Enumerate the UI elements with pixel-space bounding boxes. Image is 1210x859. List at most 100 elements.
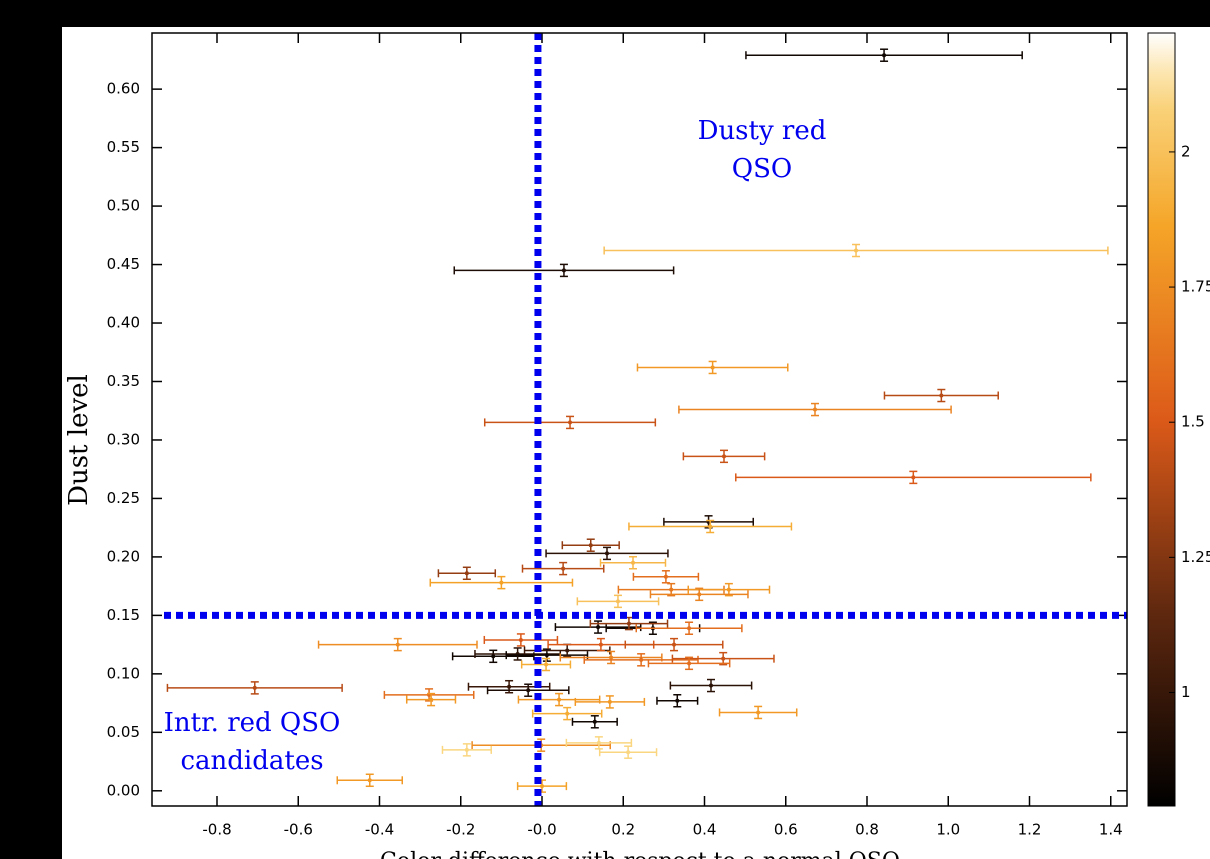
colorbar-tick-label: 2 (1181, 142, 1191, 160)
data-point (576, 594, 660, 609)
marker (464, 571, 469, 576)
y-tick-label: 0.40 (107, 314, 140, 332)
data-point (656, 694, 699, 708)
data-point (317, 637, 478, 652)
marker (596, 625, 601, 630)
data-point (565, 736, 633, 750)
marker (544, 653, 549, 658)
x-tick-label: 0.8 (855, 821, 879, 839)
x-tick-label: -0.0 (527, 821, 556, 839)
x-tick-label: 0.6 (774, 821, 798, 839)
marker (367, 778, 372, 783)
y-axis-label: Dust level (64, 374, 94, 506)
x-tick-label: 1.0 (936, 821, 960, 839)
y-tick-label: 0.45 (107, 255, 140, 273)
y-tick-label: 0.20 (107, 547, 140, 565)
marker (557, 697, 562, 702)
data-point (441, 743, 492, 757)
marker (561, 566, 566, 571)
data-point (574, 695, 646, 709)
y-tick-label: 0.50 (107, 197, 140, 215)
colorbar-tick-label: 1.25 (1181, 548, 1210, 566)
data-point (483, 415, 657, 430)
data-point (571, 715, 618, 729)
data-point (745, 48, 1023, 62)
marker (639, 657, 644, 662)
panel (62, 27, 1210, 859)
data-point (678, 402, 952, 417)
marker (565, 648, 570, 653)
x-tick-label: 0.2 (611, 821, 635, 839)
colorbar-tick-label: 1.5 (1181, 413, 1205, 431)
marker (911, 475, 916, 480)
data-point (883, 388, 999, 403)
marker (626, 621, 631, 626)
data-point (429, 575, 574, 590)
y-tick-label: 0.25 (107, 489, 140, 507)
marker (687, 626, 692, 631)
data-point (583, 653, 699, 667)
marker (631, 560, 635, 565)
x-tick-label: -0.8 (202, 821, 231, 839)
marker (540, 784, 544, 789)
data-point (589, 616, 669, 631)
data-point (632, 570, 700, 584)
marker (697, 592, 702, 597)
annotation: Intr. red QSO (164, 708, 341, 738)
data-point (636, 360, 789, 375)
marker (592, 719, 597, 724)
data-point (505, 648, 589, 662)
data-point (647, 656, 731, 671)
data-point (521, 561, 605, 576)
plot-frame (151, 32, 1128, 807)
marker (507, 684, 512, 689)
data-point (531, 706, 603, 721)
marker (721, 656, 726, 661)
colorbar (1147, 32, 1176, 807)
marker (626, 750, 631, 755)
data-point (649, 587, 749, 602)
x-tick-label: -0.6 (284, 821, 313, 839)
data-point (599, 556, 667, 570)
marker (561, 268, 566, 273)
data-point (682, 449, 766, 464)
marker (722, 454, 726, 459)
marker (615, 599, 620, 604)
marker (854, 248, 859, 253)
y-tick-label: 0.35 (107, 372, 140, 390)
data-point (336, 773, 403, 788)
marker (518, 637, 523, 642)
marker (710, 365, 715, 370)
data-point (628, 519, 793, 534)
data-point (483, 633, 559, 647)
x-tick-label: 1.2 (1018, 821, 1042, 839)
marker (663, 574, 668, 579)
marker (596, 740, 601, 745)
data-point (453, 263, 675, 278)
marker (672, 642, 677, 647)
y-tick-label: 0.60 (107, 80, 140, 98)
marker (726, 587, 731, 592)
data-point (520, 657, 572, 672)
data-point (735, 470, 1092, 485)
x-axis-label: Color difference with respect to a norma… (380, 849, 900, 859)
data-point (603, 243, 1109, 258)
data-point (516, 779, 568, 793)
marker (491, 654, 496, 659)
x-tick-label: 1.4 (1099, 821, 1123, 839)
marker (598, 642, 603, 647)
y-tick-label: 0.10 (107, 664, 140, 682)
x-tick-label: 0.4 (693, 821, 717, 839)
marker (605, 551, 609, 556)
marker (687, 661, 692, 666)
y-tick-label: 0.05 (107, 723, 140, 741)
marker (252, 685, 257, 690)
data-point (718, 705, 798, 720)
marker (756, 710, 761, 715)
x-tick-label: -0.4 (365, 821, 394, 839)
marker (568, 420, 573, 425)
data-point (598, 745, 658, 759)
marker (813, 407, 817, 412)
data-point (486, 683, 570, 697)
